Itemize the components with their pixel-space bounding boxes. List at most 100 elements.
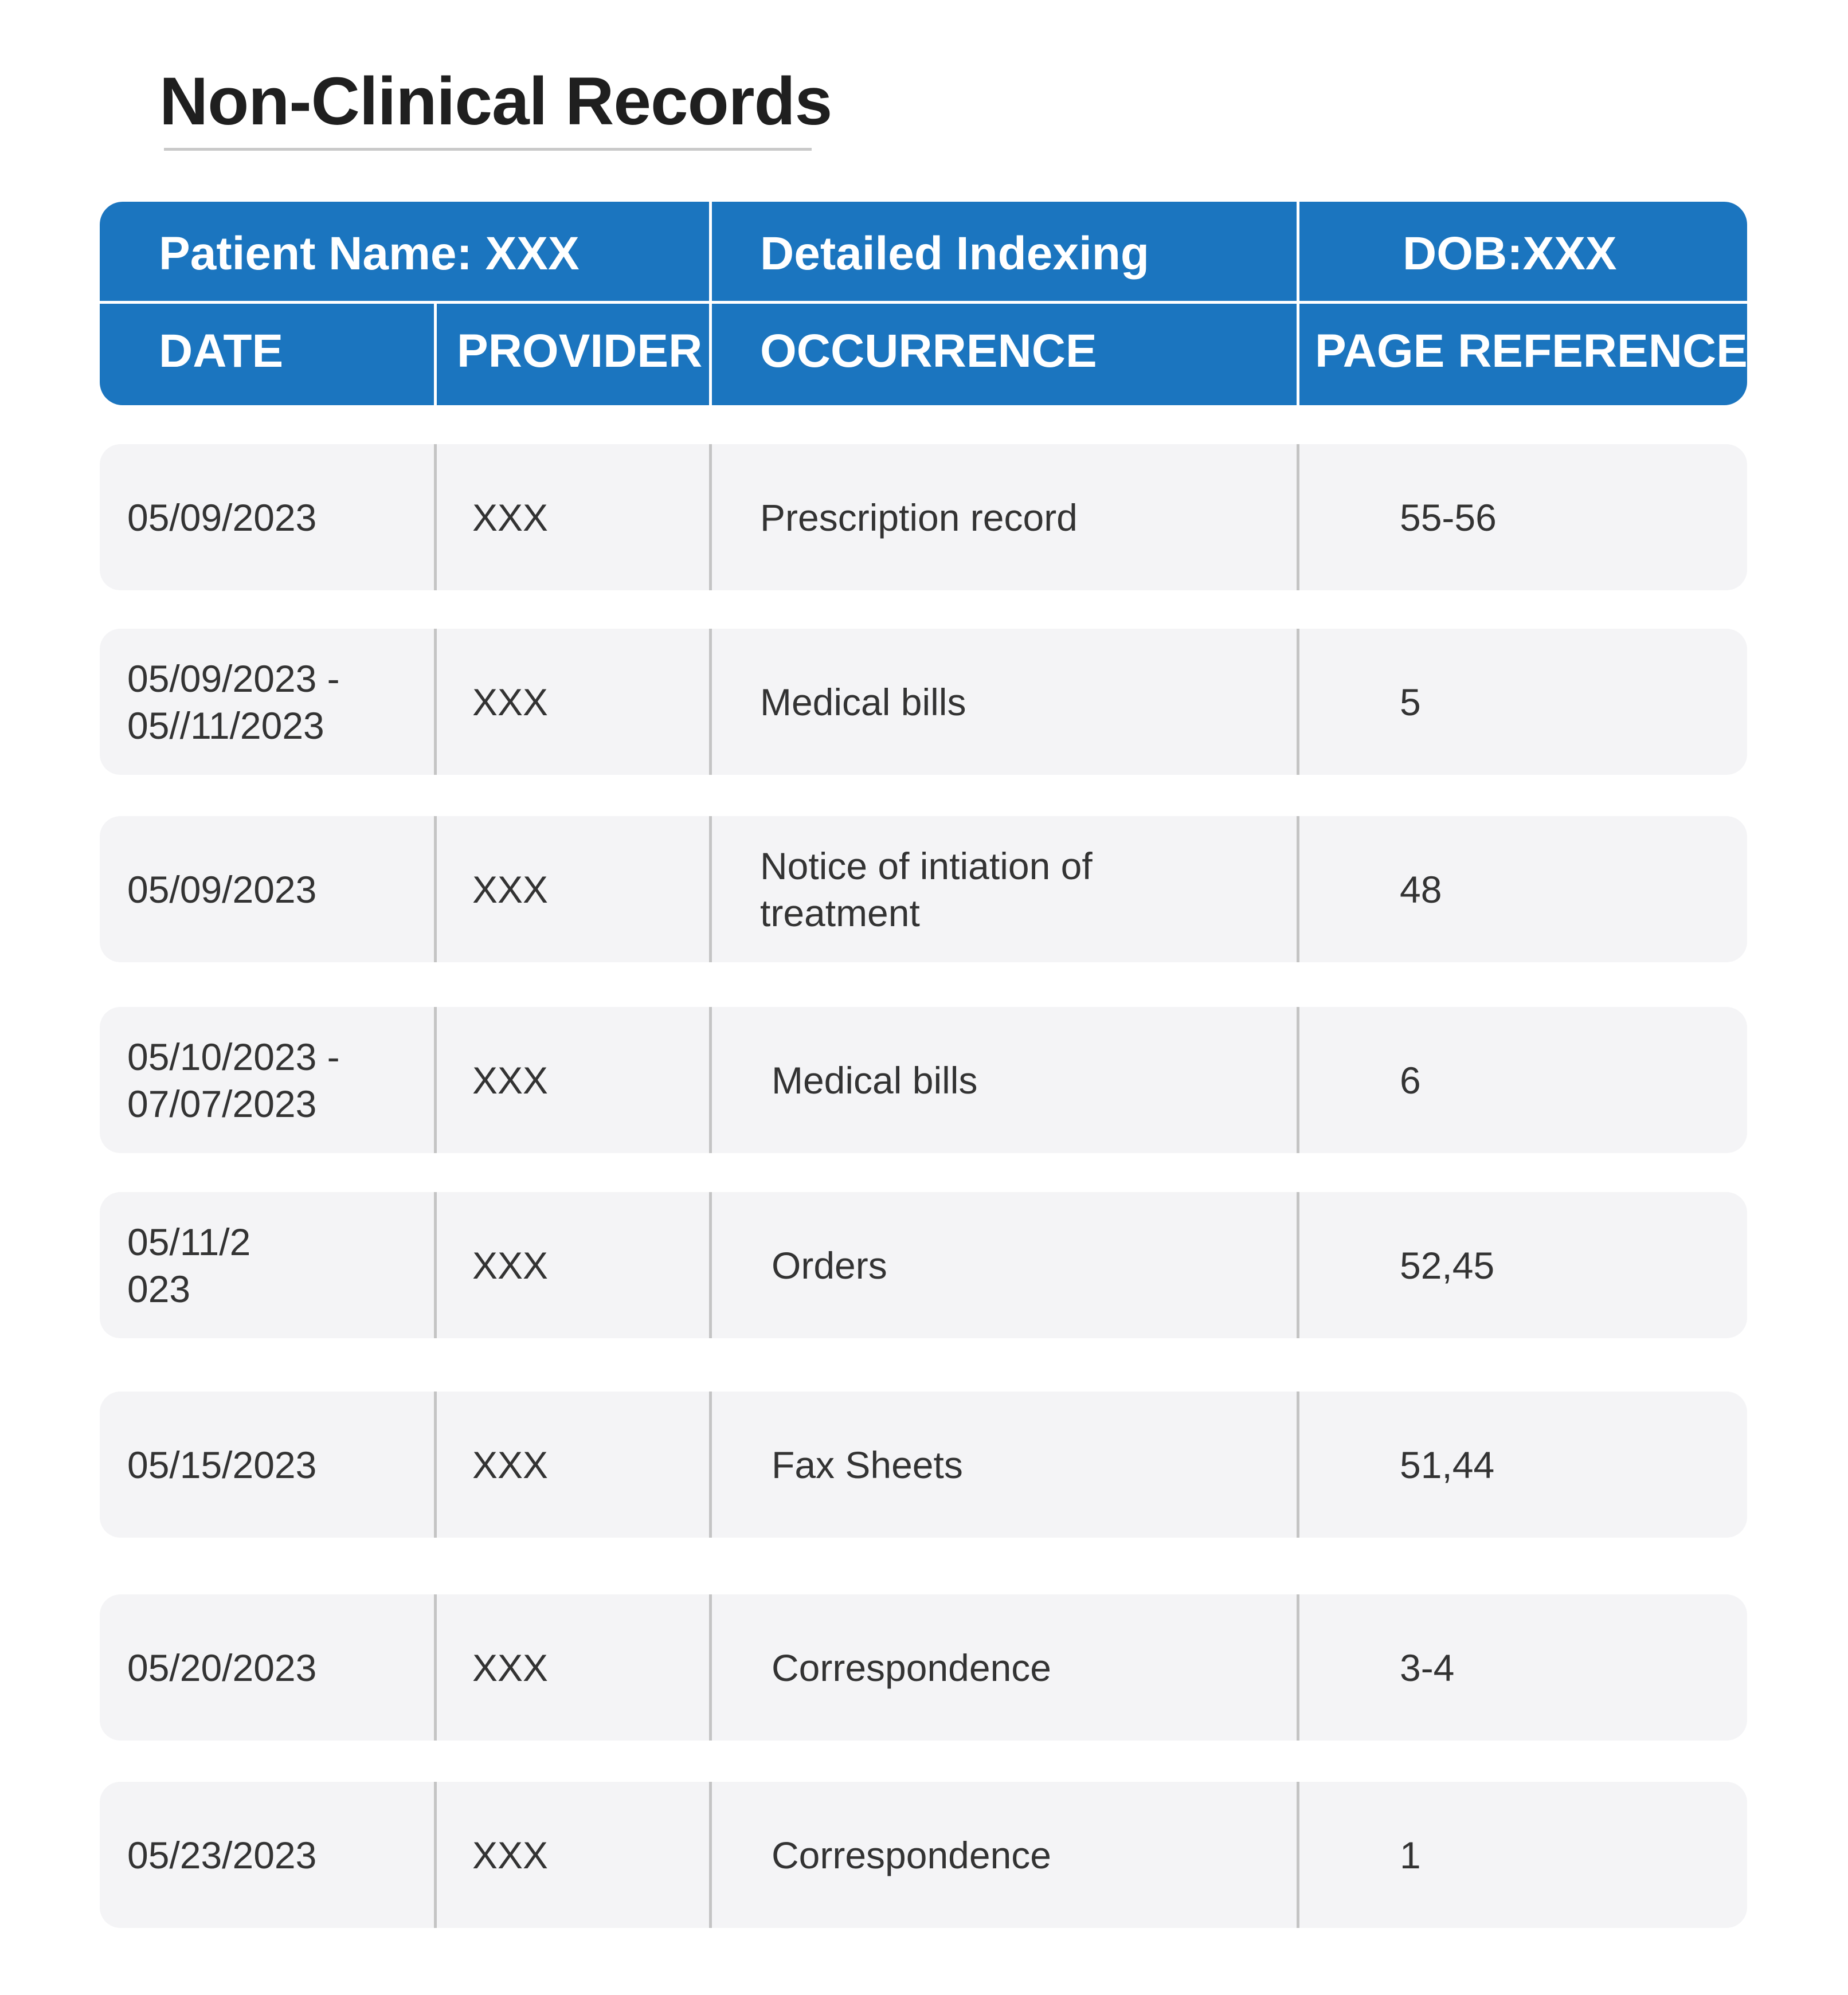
date-cell-text: 05/15/2023 [127, 1443, 317, 1486]
page-reference-cell-text: 55-56 [1400, 496, 1497, 539]
dob-label: DOB:XXX [1403, 228, 1617, 280]
column-header-date: DATE [159, 325, 284, 377]
occurrence-cell: Correspondence [772, 1782, 1051, 1928]
provider-cell: XXX [472, 444, 548, 590]
provider-cell: XXX [472, 1782, 548, 1928]
page-reference-cell-text: 48 [1400, 868, 1442, 911]
header-column-divider [709, 202, 712, 405]
date-cell-text: 05/20/2023 [127, 1646, 317, 1689]
date-cell: 05/09/2023 [127, 816, 316, 962]
table-row: 05/09/2023 XXX Prescription record 55-56 [100, 444, 1747, 590]
occurrence-cell-text: Medical bills [772, 1059, 978, 1102]
page-reference-cell: 55-56 [1400, 444, 1497, 590]
page-reference-cell: 51,44 [1400, 1392, 1494, 1538]
row-column-divider [709, 816, 712, 962]
row-column-divider [709, 1594, 712, 1741]
occurrence-cell-text: Fax Sheets [772, 1443, 963, 1486]
occurrence-cell-text: Medical bills [760, 680, 966, 723]
page-reference-cell: 1 [1400, 1782, 1421, 1928]
row-column-divider [434, 629, 437, 775]
provider-cell: XXX [472, 816, 548, 962]
table-row: 05/10/2023 -07/07/2023 XXX Medical bills 6 [100, 1007, 1747, 1153]
date-cell: 05/23/2023 [127, 1782, 316, 1928]
provider-cell-text: XXX [472, 496, 549, 539]
date-cell: 05/11/2 023 [127, 1192, 250, 1338]
table-row: 05/09/2023 -05//11/2023 XXX Medical bills 5 [100, 629, 1747, 775]
date-cell: 05/20/2023 [127, 1594, 316, 1741]
page-reference-cell-text: 1 [1400, 1833, 1421, 1876]
row-column-divider [1297, 1392, 1299, 1538]
page-reference-cell: 3-4 [1400, 1594, 1454, 1741]
provider-cell-text: XXX [472, 1059, 549, 1102]
table-header: Patient Name: XXX Detailed Indexing DOB:… [100, 202, 1747, 405]
row-column-divider [434, 1192, 437, 1338]
occurrence-cell: Fax Sheets [772, 1392, 963, 1538]
date-cell-text: 05/09/2023 - [127, 657, 340, 700]
provider-cell: XXX [472, 1392, 548, 1538]
occurrence-cell-text: Notice of intiation of [760, 844, 1093, 887]
provider-cell-text: XXX [472, 680, 549, 723]
date-cell-text: 05/23/2023 [127, 1833, 317, 1876]
provider-cell-text: XXX [472, 1443, 549, 1486]
occurrence-cell: Medical bills [772, 1007, 977, 1153]
header-divider [100, 301, 1747, 304]
row-column-divider [1297, 1007, 1299, 1153]
column-header-provider: PROVIDER [457, 325, 703, 377]
provider-cell: XXX [472, 629, 548, 775]
provider-cell: XXX [472, 1007, 548, 1153]
date-cell: 05/15/2023 [127, 1392, 316, 1538]
occurrence-cell: Medical bills [760, 629, 966, 775]
page-reference-cell-text: 6 [1400, 1059, 1421, 1102]
header-column-divider [1297, 202, 1299, 405]
date-cell-text: 05/09/2023 [127, 868, 317, 911]
row-column-divider [1297, 816, 1299, 962]
table-row: 05/09/2023 XXX Notice of intiation of treat… [100, 816, 1747, 962]
row-column-divider [709, 1007, 712, 1153]
page-reference-cell: 5 [1400, 629, 1421, 775]
occurrence-cell-text: Correspondence [772, 1646, 1051, 1689]
patient-name-label: Patient Name: XXX [159, 228, 580, 280]
detailed-indexing-label: Detailed Indexing [760, 228, 1149, 280]
date-cell: 05/09/2023 [127, 444, 316, 590]
page-title: Non-Clinical Records [159, 64, 832, 139]
date-cell-text: 05/10/2023 - [127, 1035, 340, 1078]
occurrence-cell-text: treatment [760, 891, 920, 934]
page-reference-cell-text: 3-4 [1400, 1646, 1455, 1689]
row-column-divider [1297, 1192, 1299, 1338]
row-column-divider [1297, 629, 1299, 775]
page-reference-cell: 48 [1400, 816, 1442, 962]
page-reference-cell-text: 52,45 [1400, 1244, 1495, 1287]
table-row: 05/20/2023 XXX Correspondence 3-4 [100, 1594, 1747, 1741]
date-cell: 05/09/2023 -05//11/2023 [127, 629, 340, 775]
row-column-divider [1297, 444, 1299, 590]
provider-cell: XXX [472, 1192, 548, 1338]
row-column-divider [1297, 1594, 1299, 1741]
occurrence-cell: Orders [772, 1192, 887, 1338]
occurrence-cell: Notice of intiation of treatment [760, 816, 1093, 962]
date-cell-text: 05/11/2 [127, 1220, 251, 1263]
occurrence-cell-text: Prescription record [760, 496, 1078, 539]
table-row: 05/15/2023 XXX Fax Sheets 51,44 [100, 1392, 1747, 1538]
column-header-occurrence: OCCURRENCE [760, 325, 1097, 377]
row-column-divider [709, 444, 712, 590]
row-column-divider [1297, 1782, 1299, 1928]
page-reference-cell-text: 51,44 [1400, 1443, 1495, 1486]
row-column-divider [434, 1007, 437, 1153]
row-column-divider [434, 444, 437, 590]
occurrence-cell-text: Orders [772, 1244, 887, 1287]
row-column-divider [434, 1782, 437, 1928]
row-column-divider [709, 1782, 712, 1928]
provider-cell-text: XXX [472, 868, 549, 911]
occurrence-cell: Prescription record [760, 444, 1078, 590]
occurrence-cell: Correspondence [772, 1594, 1051, 1741]
header-column-divider [434, 304, 437, 405]
row-column-divider [434, 1392, 437, 1538]
date-cell-text: 05//11/2023 [127, 704, 324, 747]
provider-cell-text: XXX [472, 1646, 549, 1689]
column-header-page-reference: PAGE REFERENCE [1315, 325, 1747, 377]
provider-cell-text: XXX [472, 1244, 549, 1287]
date-cell-text: 023 [127, 1267, 191, 1310]
page-reference-cell-text: 5 [1400, 680, 1421, 723]
table-row: 05/23/2023 XXX Correspondence 1 [100, 1782, 1747, 1928]
page-reference-cell: 6 [1400, 1007, 1421, 1153]
